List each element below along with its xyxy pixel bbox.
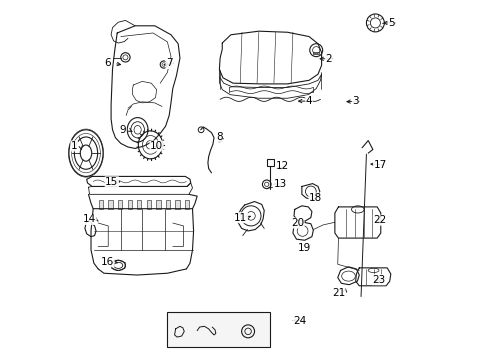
Bar xyxy=(175,200,180,209)
Text: 5: 5 xyxy=(387,18,394,28)
Text: 4: 4 xyxy=(305,96,312,106)
Bar xyxy=(108,200,113,209)
Text: 23: 23 xyxy=(371,275,385,285)
Bar xyxy=(137,200,141,209)
Text: 16: 16 xyxy=(101,257,114,267)
Text: 3: 3 xyxy=(352,96,358,106)
Bar xyxy=(313,51,319,54)
Bar xyxy=(127,200,132,209)
Bar xyxy=(99,200,103,209)
Text: 22: 22 xyxy=(373,215,386,225)
Text: 1: 1 xyxy=(71,141,77,151)
Text: 21: 21 xyxy=(331,288,345,298)
Text: 24: 24 xyxy=(293,316,306,325)
Bar xyxy=(266,159,273,166)
Text: 2: 2 xyxy=(325,54,331,64)
Bar xyxy=(118,200,122,209)
Bar xyxy=(184,200,189,209)
Text: 7: 7 xyxy=(165,58,172,68)
Bar xyxy=(165,200,170,209)
Text: 17: 17 xyxy=(373,160,386,170)
Bar xyxy=(167,312,269,347)
Text: 10: 10 xyxy=(150,141,163,151)
Text: 15: 15 xyxy=(105,177,118,187)
Bar xyxy=(146,200,151,209)
Bar xyxy=(156,200,160,209)
Text: 12: 12 xyxy=(275,161,288,171)
Text: 8: 8 xyxy=(216,132,222,142)
Text: 11: 11 xyxy=(234,213,247,222)
Text: 20: 20 xyxy=(290,218,304,228)
Text: 19: 19 xyxy=(298,243,311,253)
Text: 18: 18 xyxy=(308,193,322,203)
Text: 13: 13 xyxy=(273,179,286,189)
Text: 14: 14 xyxy=(83,215,96,224)
Text: 6: 6 xyxy=(104,58,111,68)
Text: 9: 9 xyxy=(119,125,125,135)
